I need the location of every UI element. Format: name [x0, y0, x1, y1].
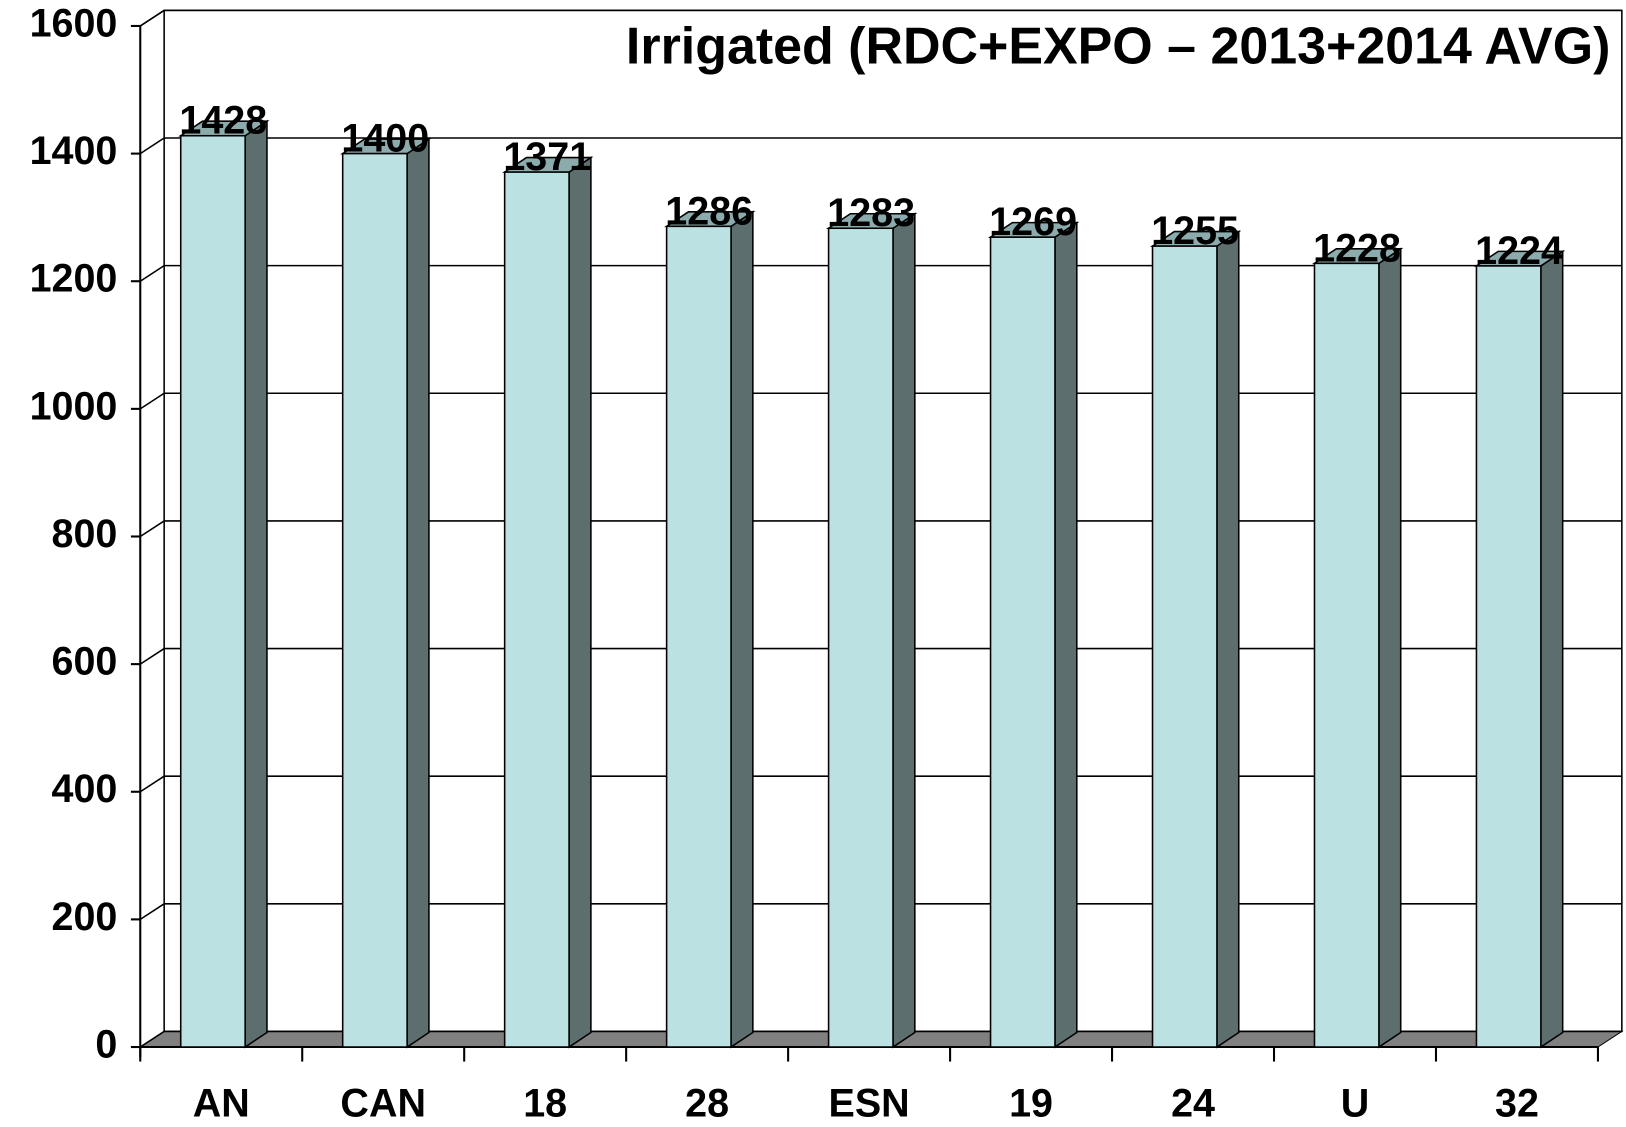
bar-side [1054, 221, 1078, 1049]
y-tick-label: 0 [95, 1022, 117, 1066]
data-label: 1400 [341, 117, 429, 161]
grid-line-depth [139, 137, 165, 155]
bar-side [244, 119, 268, 1049]
bar [665, 225, 732, 1048]
y-tick-label: 1000 [30, 384, 118, 428]
bar-side [1540, 249, 1564, 1049]
grid-line-depth [139, 9, 165, 27]
x-tick-label: 19 [1009, 1082, 1053, 1126]
x-tick-label: 24 [1171, 1082, 1215, 1126]
data-label: 1371 [503, 135, 591, 179]
bar-side [568, 156, 592, 1049]
grid-line-depth [139, 1030, 165, 1048]
chart-title: Irrigated (RDC+EXPO – 2013+2014 AVG) [626, 18, 1610, 76]
y-tick-label: 400 [52, 767, 118, 811]
y-tick-label: 800 [52, 512, 118, 556]
bar [1151, 245, 1218, 1048]
y-tick-label: 1400 [30, 129, 118, 173]
bar-side [406, 137, 430, 1049]
bar [989, 236, 1056, 1048]
x-tick-label: U [1341, 1082, 1370, 1126]
bar [827, 227, 894, 1048]
grid-line-depth [139, 520, 165, 538]
x-tick-label: 18 [523, 1082, 567, 1126]
data-label: 1224 [1475, 229, 1563, 273]
grid-line-depth [139, 903, 165, 921]
x-tick-label: 28 [685, 1082, 729, 1126]
bar-side [892, 212, 916, 1049]
bar-side [1216, 230, 1240, 1049]
bar [503, 171, 570, 1048]
bar [341, 152, 408, 1048]
grid-line-depth [139, 775, 165, 793]
bar [179, 134, 246, 1048]
data-label: 1428 [179, 99, 267, 143]
y-tick-label: 1600 [30, 1, 118, 45]
grid-line-depth [139, 264, 165, 282]
bar [1475, 265, 1542, 1048]
x-tick-label: ESN [829, 1082, 910, 1126]
data-label: 1228 [1313, 226, 1401, 270]
grid-line-depth [139, 647, 165, 665]
data-label: 1283 [827, 191, 915, 235]
bar [1313, 262, 1380, 1048]
x-tick-label: CAN [340, 1082, 426, 1126]
bar-side [730, 210, 754, 1049]
data-label: 1286 [665, 189, 753, 233]
y-tick-label: 200 [52, 895, 118, 939]
y-tick-label: 600 [52, 640, 118, 684]
y-tick-label: 1200 [30, 257, 118, 301]
grid-line-depth [139, 392, 165, 410]
data-label: 1255 [1151, 209, 1239, 253]
x-tick-label: AN [193, 1082, 250, 1126]
bar-side [1378, 247, 1402, 1049]
data-label: 1269 [989, 200, 1077, 244]
x-tick-label: 32 [1495, 1082, 1539, 1126]
